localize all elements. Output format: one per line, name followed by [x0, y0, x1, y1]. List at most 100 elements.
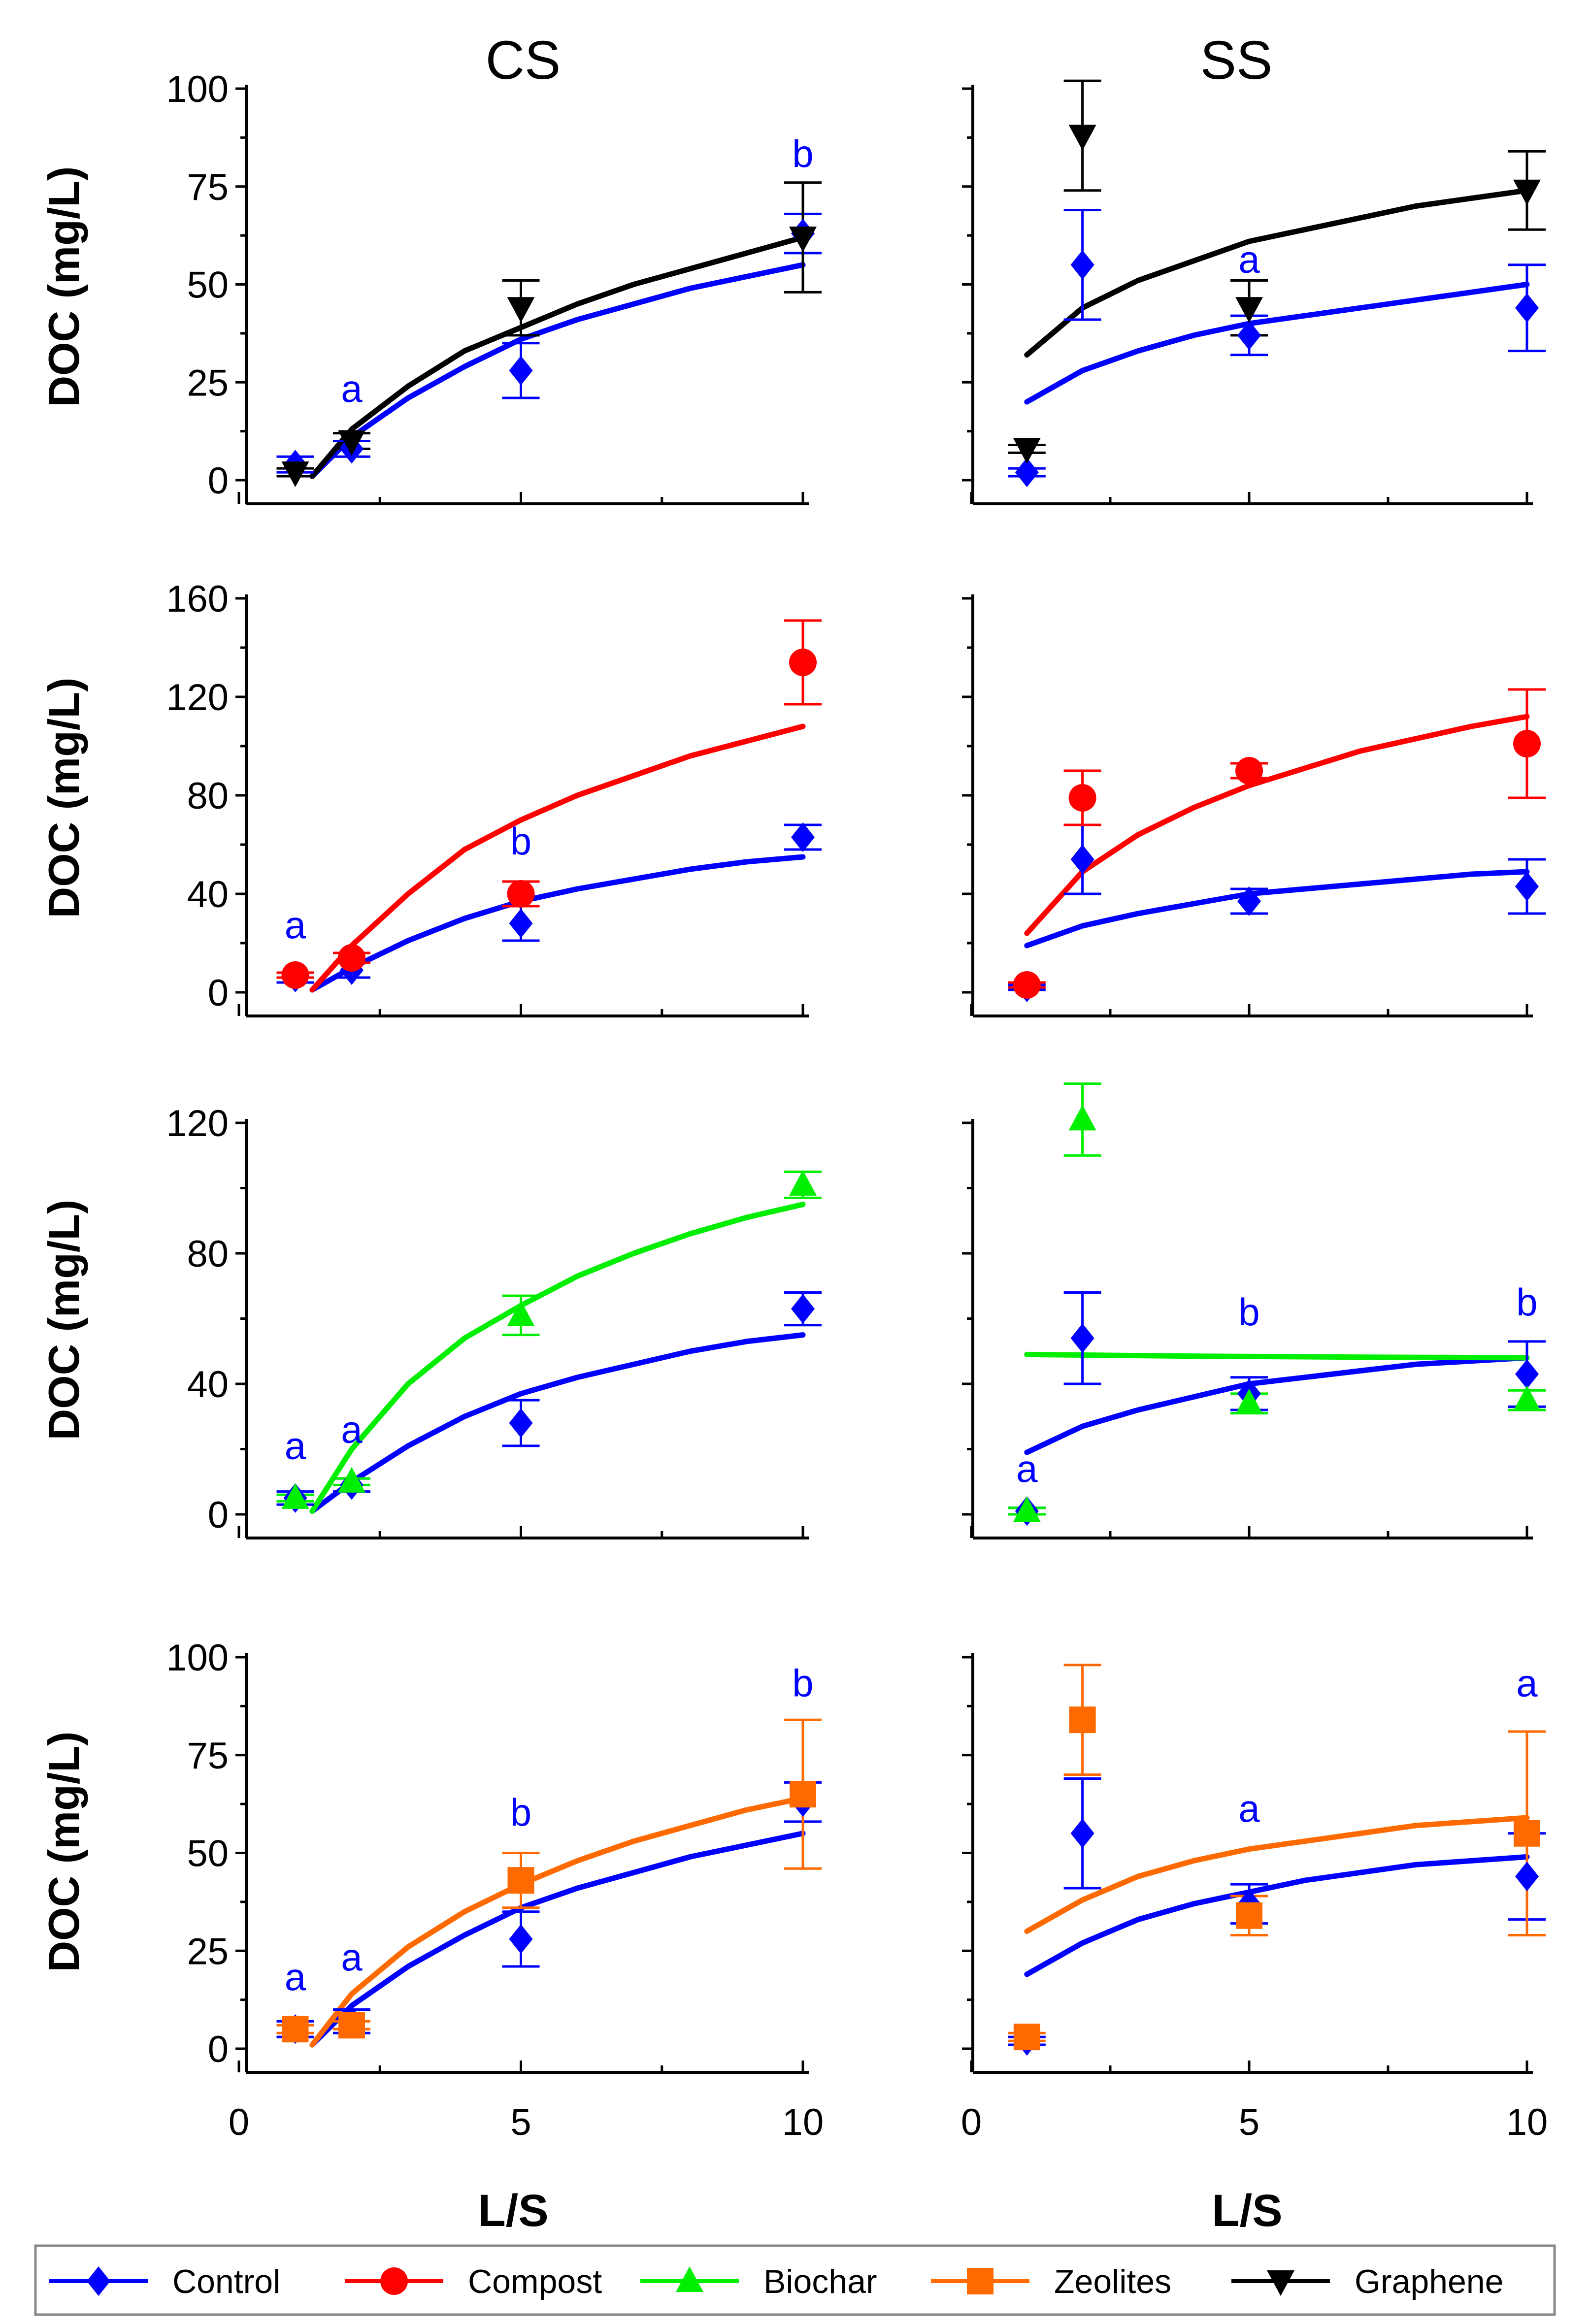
legend-item-control: Control	[49, 2263, 280, 2300]
significance-label: a	[1238, 238, 1260, 281]
data-point-biochar	[1013, 1496, 1041, 1522]
data-point-control	[791, 822, 815, 852]
data-point-biochar	[507, 1300, 535, 1326]
data-point-control	[1515, 293, 1539, 323]
x-axis-label-cs: L/S	[478, 2186, 548, 2236]
fit-line-control	[309, 262, 806, 479]
data-point-graphene	[1235, 297, 1263, 323]
fit-line-control	[309, 1332, 806, 1514]
significance-label: b	[1516, 1280, 1537, 1324]
data-point-compost	[789, 649, 817, 676]
fit-line-control	[1024, 869, 1530, 949]
fit-line-control	[309, 1831, 806, 2048]
fit-line-zeolites	[1024, 1815, 1530, 1934]
data-point-control	[1237, 886, 1261, 916]
fit-line-zeolites	[309, 1795, 806, 2048]
fit-line-biochar	[1024, 1351, 1530, 1361]
data-point-control	[1070, 845, 1094, 874]
x-tick-label: 5	[510, 2101, 531, 2143]
data-point-graphene	[281, 461, 309, 488]
significance-label: a	[285, 1424, 306, 1467]
legend-label: Zeolites	[1054, 2263, 1171, 2300]
y-tick-label: 100	[166, 68, 229, 110]
data-point-biochar	[1235, 1388, 1263, 1414]
significance-label: b	[510, 1791, 531, 1834]
legend: Control Compost Biochar Zeolites Graphene	[34, 2244, 1556, 2316]
y-tick-label: 100	[166, 1637, 229, 1679]
fit-line-compost	[1024, 714, 1530, 936]
y-tick-label: 160	[166, 578, 229, 620]
data-point-biochar	[1513, 1385, 1541, 1411]
x-axis-label-ss: L/S	[1212, 2186, 1282, 2236]
y-tick-label: 0	[208, 972, 229, 1014]
chart-panel-3: 0 40 80 120 160 a b	[166, 578, 822, 1017]
data-point-control	[1515, 872, 1539, 901]
chart-panel-2: a	[962, 79, 1546, 505]
y-tick-label: 25	[187, 1931, 229, 1972]
data-point-graphene	[1068, 125, 1096, 151]
data-point-graphene	[507, 297, 535, 323]
fit-line-graphene	[309, 234, 806, 479]
y-tick-label: 50	[187, 1833, 229, 1875]
legend-marker-compost	[380, 2267, 408, 2295]
significance-label: a	[285, 903, 306, 947]
column-title-cs: CS	[486, 30, 561, 91]
significance-label: a	[1516, 1662, 1538, 1705]
chart-panel-4	[962, 594, 1546, 1017]
y-tick-label: 75	[187, 166, 229, 208]
significance-label: b	[510, 819, 531, 863]
y-tick-label: 25	[187, 362, 229, 404]
legend-label: Graphene	[1355, 2263, 1503, 2300]
significance-label: b	[1238, 1290, 1259, 1334]
legend-marker-zeolites	[967, 2268, 994, 2294]
significance-label: a	[1238, 1787, 1260, 1830]
data-point-control	[1070, 1818, 1094, 1848]
chart-panel-1: 0 25 50 75 100 a b	[166, 68, 822, 505]
data-point-graphene	[1013, 438, 1041, 464]
data-point-zeolites	[1236, 1902, 1262, 1929]
data-point-zeolites	[282, 2016, 309, 2043]
data-point-biochar	[281, 1483, 309, 1509]
y-tick-label: 0	[208, 1494, 229, 1536]
significance-label: a	[341, 367, 363, 410]
legend-item-compost: Compost	[345, 2263, 602, 2300]
x-tick-label: 5	[1239, 2101, 1259, 2143]
y-axis-label-row-4: DOC (mg/L)	[39, 1732, 88, 1972]
y-tick-label: 40	[187, 1364, 229, 1406]
data-point-control	[1015, 458, 1039, 488]
data-point-zeolites	[338, 2012, 365, 2039]
data-point-control	[509, 909, 533, 938]
data-point-compost	[1235, 757, 1263, 785]
data-point-biochar	[338, 1467, 365, 1493]
legend-marker-graphene	[1267, 2270, 1294, 2296]
legend-label: Control	[172, 2263, 280, 2300]
x-tick-label: 0	[229, 2101, 249, 2143]
y-tick-label: 0	[208, 460, 229, 502]
fit-line-biochar	[309, 1202, 806, 1514]
data-point-compost	[281, 961, 309, 989]
legend-item-zeolites: Zeolites	[931, 2263, 1171, 2300]
fit-line-control	[1024, 282, 1530, 405]
data-point-control	[791, 1294, 815, 1324]
y-axis-label-row-1: DOC (mg/L)	[39, 166, 88, 407]
legend-label: Biochar	[763, 2263, 877, 2300]
chart-panel-8: 0 5 10 a a	[961, 1653, 1548, 2143]
significance-label: a	[341, 1407, 363, 1451]
y-axis-label-row-2: DOC (mg/L)	[39, 678, 88, 918]
data-point-control	[509, 1924, 533, 1954]
data-point-control	[1070, 250, 1094, 280]
chart-panel-5: 0 40 80 120 a a	[166, 1103, 822, 1539]
y-axis-label-row-3: DOC (mg/L)	[39, 1200, 88, 1440]
legend-marker-control	[87, 2266, 110, 2296]
y-tick-label: 75	[187, 1735, 229, 1777]
data-point-control	[1515, 1359, 1539, 1389]
x-tick-label: 0	[961, 2101, 982, 2143]
fit-line-graphene	[1024, 188, 1530, 358]
fit-line-control	[1024, 1355, 1530, 1455]
data-point-compost	[1068, 784, 1096, 812]
x-tick-label: 10	[782, 2101, 824, 2143]
legend-marker-biochar	[676, 2266, 703, 2292]
data-point-graphene	[1513, 179, 1541, 205]
